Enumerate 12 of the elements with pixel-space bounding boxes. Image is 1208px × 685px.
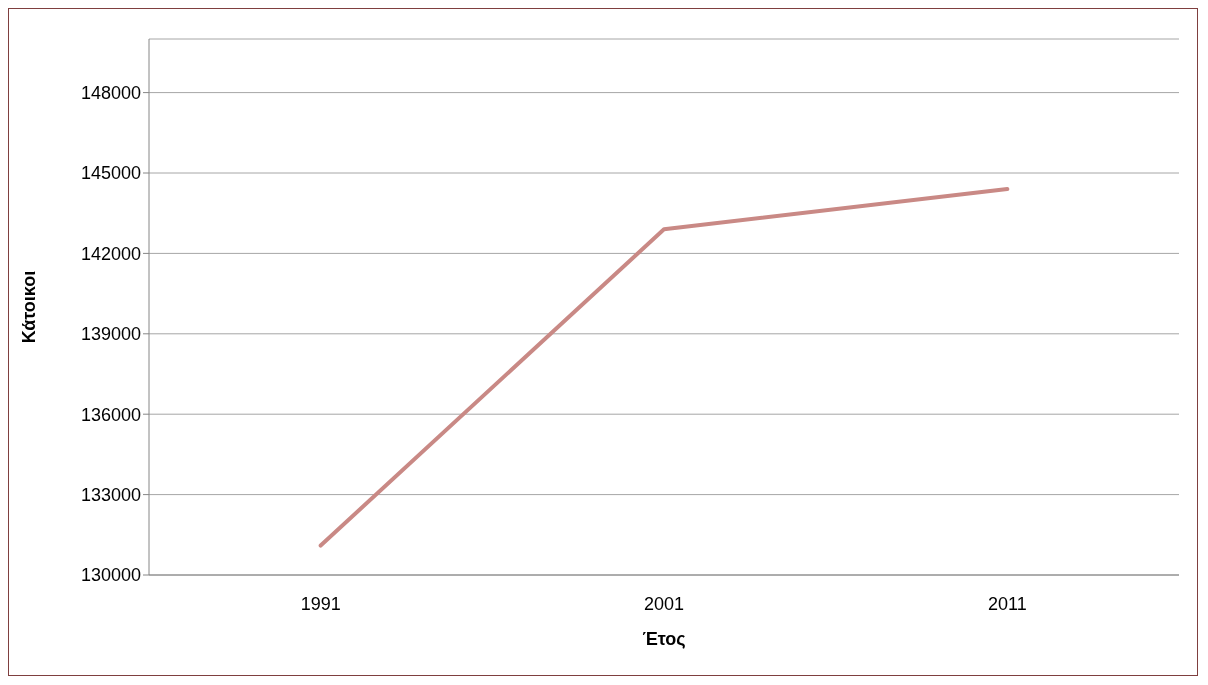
y-tick-label: 142000: [80, 243, 141, 264]
y-tick-label: 139000: [80, 324, 141, 345]
y-tick-label: 130000: [80, 565, 141, 586]
y-tick-label: 136000: [80, 404, 141, 425]
y-axis-title: Κάτοικοι: [19, 270, 40, 344]
y-tick-label: 145000: [80, 163, 141, 184]
y-tick-label: 148000: [80, 82, 141, 103]
x-tick-label: 1991: [300, 593, 341, 614]
x-tick-label: 2011: [987, 593, 1027, 614]
x-axis-title: Έτος: [642, 629, 686, 649]
x-tick-label: 2001: [643, 593, 685, 614]
y-tick-label: 133000: [80, 484, 141, 505]
